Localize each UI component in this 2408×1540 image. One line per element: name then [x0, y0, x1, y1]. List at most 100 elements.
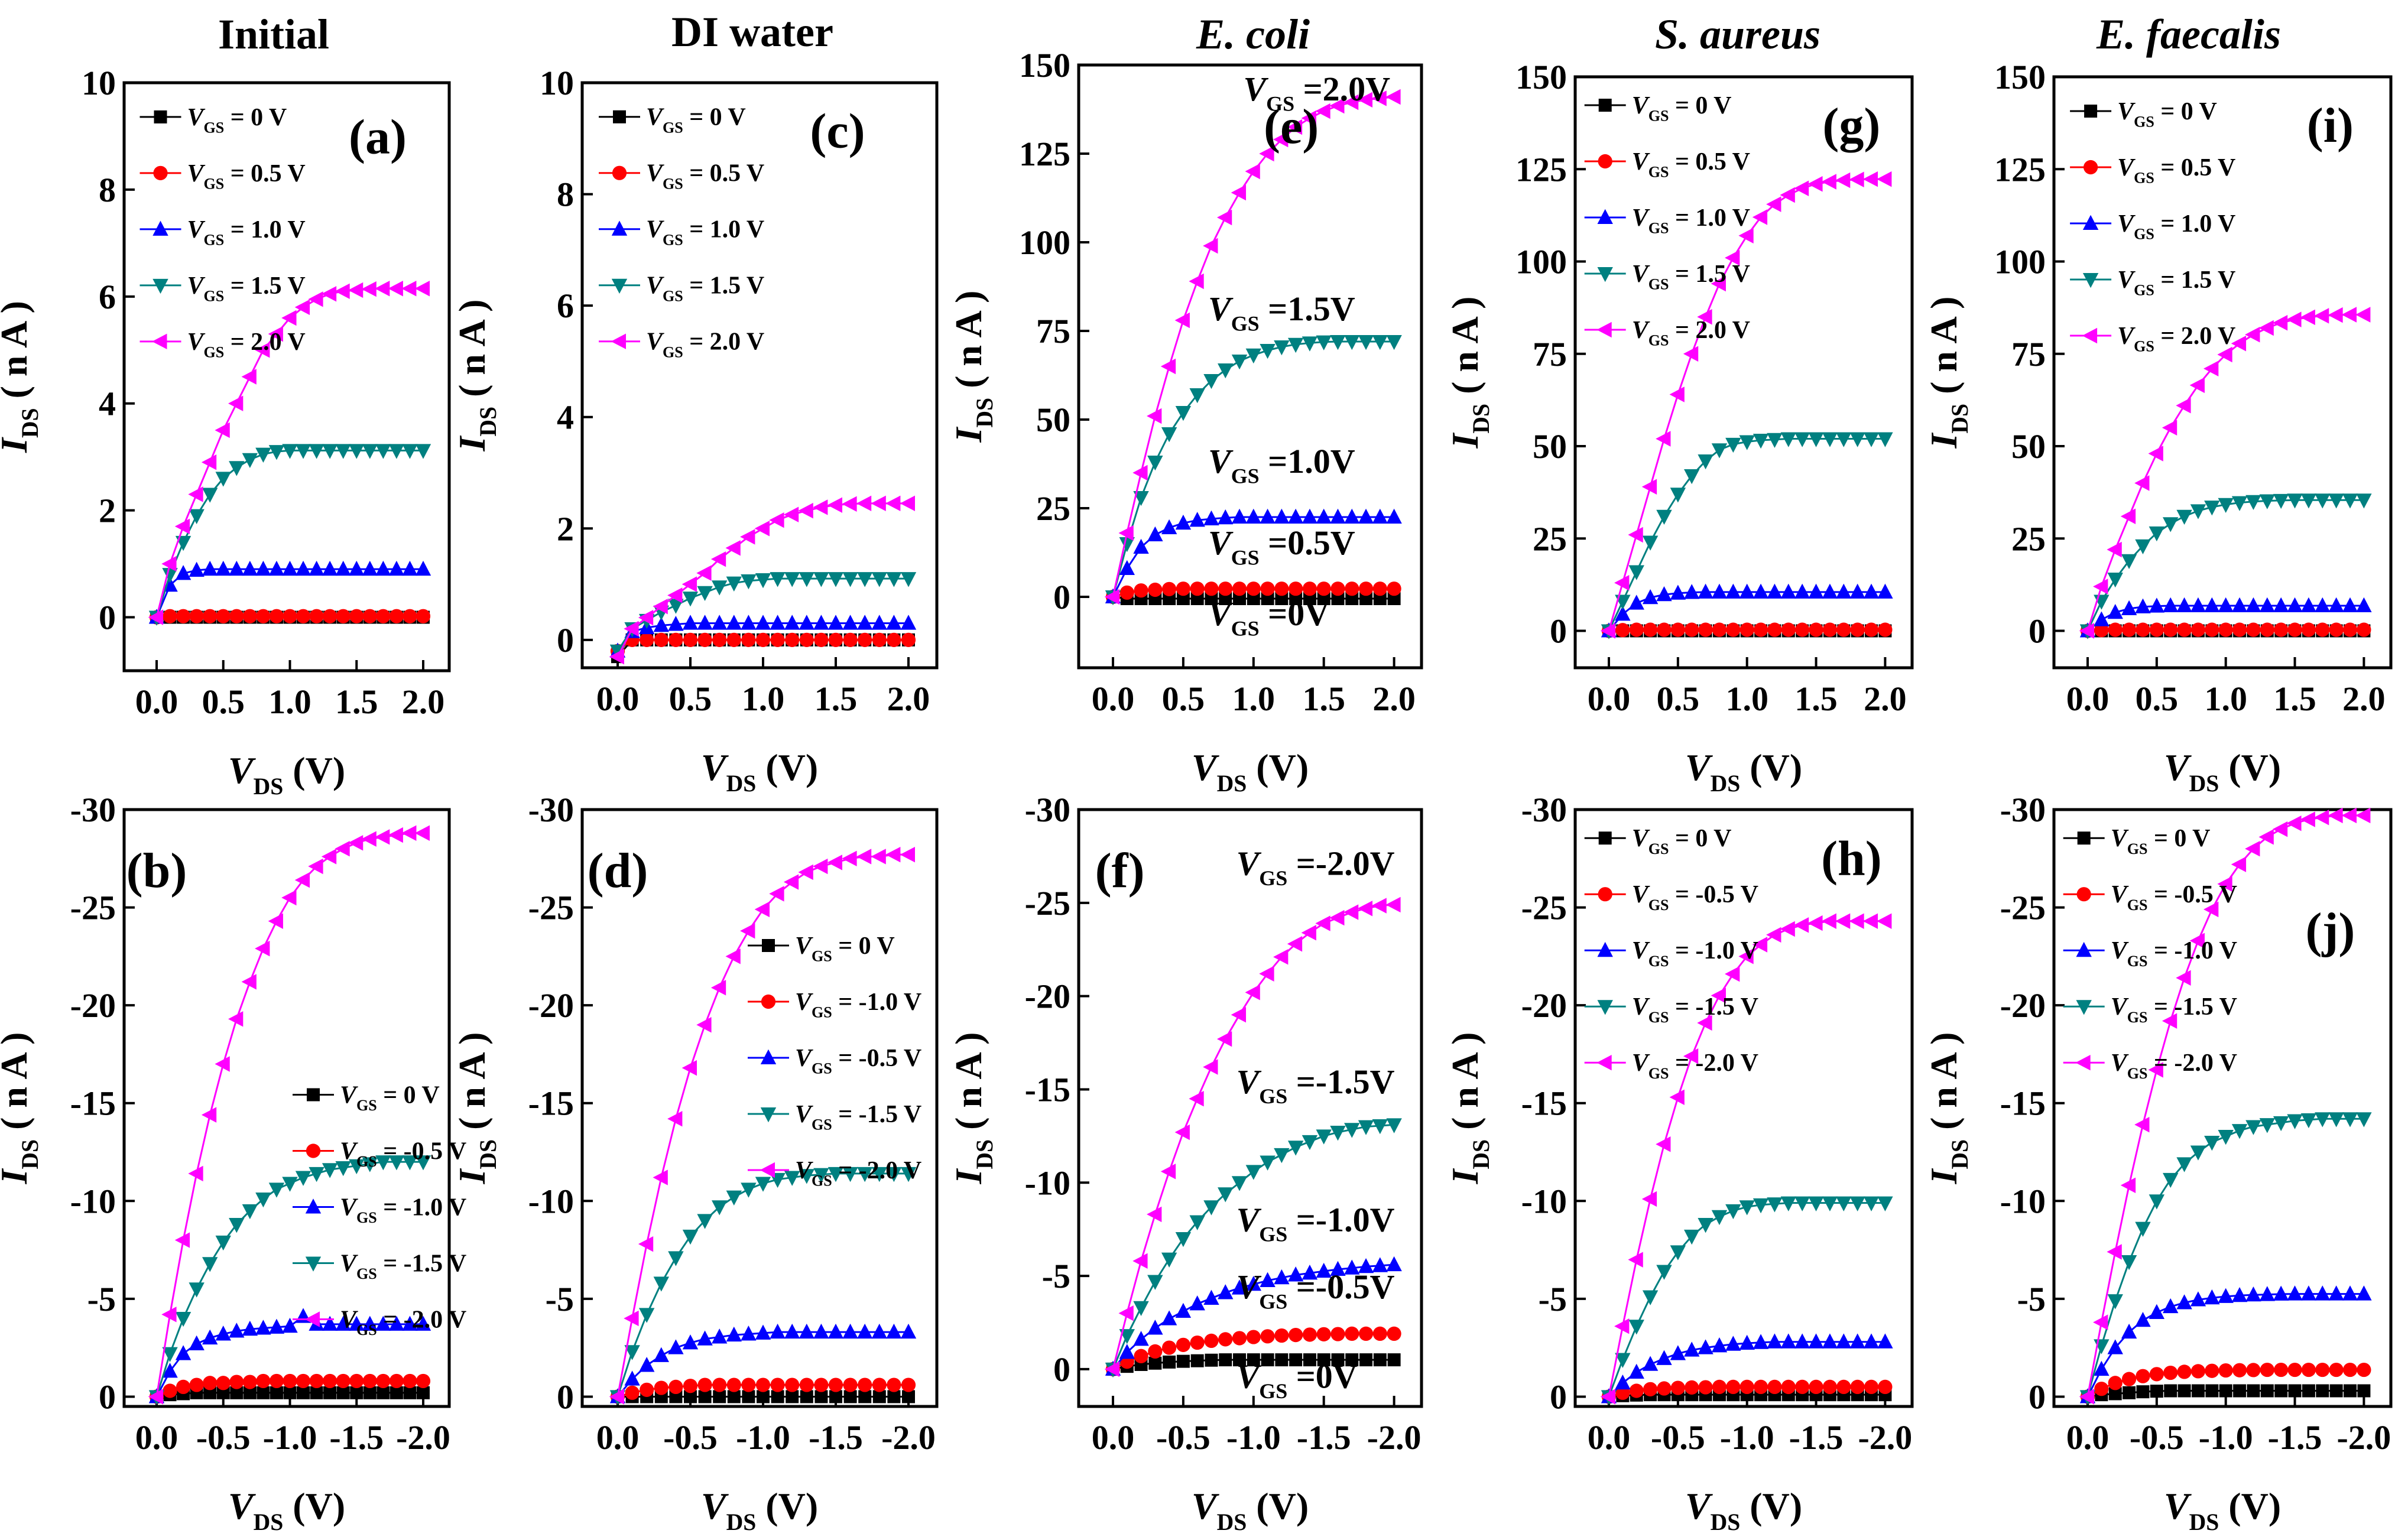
data-point — [638, 609, 654, 626]
data-point — [1793, 917, 1809, 933]
panel-label: (j) — [2305, 903, 2355, 958]
data-point — [401, 825, 417, 841]
data-point — [1331, 592, 1345, 605]
data-point — [2107, 1244, 2122, 1260]
x-axis-label: VDS (V) — [1192, 746, 1309, 797]
x-tick-label: 2.0 — [1864, 680, 1907, 718]
x-tick-label: 1.0 — [2204, 680, 2247, 718]
y-tick-label: 0 — [1053, 1350, 1070, 1389]
data-point — [403, 609, 417, 623]
data-point — [2134, 1116, 2150, 1133]
data-point — [1685, 1380, 1699, 1395]
data-point — [1162, 1340, 1177, 1355]
data-point — [2136, 1385, 2150, 1399]
data-point — [1712, 622, 1727, 637]
data-point — [1387, 592, 1401, 605]
data-point — [814, 632, 829, 647]
data-point — [654, 1380, 668, 1395]
data-point — [1232, 1331, 1247, 1346]
data-point — [1615, 1353, 1631, 1368]
data-point — [242, 609, 257, 623]
data-point — [2300, 493, 2317, 509]
data-point — [1160, 1164, 1176, 1180]
legend-label: VGS = 0 V — [1632, 92, 1732, 125]
data-point — [1344, 1123, 1360, 1138]
data-point — [2094, 623, 2109, 638]
data-point — [2205, 622, 2219, 637]
data-point — [2245, 495, 2261, 511]
series-line — [155, 449, 423, 618]
data-point — [2342, 1362, 2358, 1377]
y-tick-label: 4 — [557, 398, 574, 437]
data-point — [2287, 1362, 2302, 1377]
data-point — [2121, 554, 2137, 570]
data-point — [668, 1339, 684, 1354]
data-point — [216, 1376, 231, 1390]
data-point — [2272, 315, 2288, 331]
data-point — [856, 849, 872, 865]
y-axis-label: IDS ( n A ) — [1923, 1032, 1973, 1185]
data-point — [2357, 1362, 2371, 1377]
data-point — [1697, 309, 1712, 325]
data-point — [2079, 1389, 2094, 1405]
data-point — [268, 1182, 285, 1198]
data-point — [322, 560, 338, 576]
data-point — [611, 333, 626, 349]
x-tick-label: -1.0 — [2199, 1418, 2253, 1457]
data-point — [2342, 1112, 2358, 1128]
data-point — [1373, 592, 1387, 605]
data-point — [268, 326, 283, 342]
data-point — [202, 560, 218, 576]
y-tick-label: -10 — [1521, 1182, 1567, 1220]
data-point — [415, 1315, 431, 1331]
data-point — [813, 572, 829, 587]
data-point — [799, 615, 814, 630]
legend-label: VGS = 0 V — [187, 104, 287, 137]
data-point — [1739, 435, 1755, 450]
data-point — [827, 1167, 844, 1182]
data-point — [1301, 925, 1316, 941]
data-point — [2259, 597, 2276, 612]
data-point — [2287, 597, 2303, 612]
data-point — [1767, 1379, 1782, 1394]
data-point — [1218, 1332, 1233, 1347]
chart-panel: 0.0 -0.5 -1.0 -1.5 -2.0 0 -5 -10 -15 -20 -25 -30 VDS… — [1444, 791, 1914, 1535]
data-point — [2136, 1369, 2150, 1383]
data-point — [2204, 597, 2220, 612]
data-point — [1302, 508, 1318, 524]
data-point — [668, 632, 683, 647]
plot-frame — [580, 81, 939, 670]
data-point — [1330, 1260, 1346, 1276]
data-point — [858, 1390, 872, 1403]
y-axis-label: IDS ( n A ) — [947, 1032, 998, 1185]
data-point — [1174, 312, 1190, 329]
data-point — [1345, 1326, 1359, 1341]
data-point — [414, 281, 430, 297]
series-line — [2086, 314, 2364, 631]
data-point — [871, 1167, 887, 1182]
data-point — [1133, 491, 1149, 506]
data-point — [611, 278, 628, 294]
data-point — [1877, 913, 1892, 929]
x-tick-label: -1.0 — [263, 1418, 317, 1457]
data-point — [241, 974, 257, 990]
x-axis-label: VDS (V) — [1192, 1485, 1309, 1535]
y-tick-label: 75 — [1036, 312, 1070, 350]
data-point — [388, 827, 403, 843]
y-tick-label: 50 — [2011, 427, 2046, 466]
data-point — [153, 165, 168, 180]
data-point — [1246, 581, 1261, 596]
data-point — [1163, 1355, 1176, 1369]
series-line — [1608, 920, 1885, 1397]
data-point — [653, 617, 669, 632]
data-point — [741, 1377, 756, 1392]
data-point — [1656, 509, 1672, 525]
legend-label: VGS = -1.0 V — [340, 1194, 466, 1227]
data-point — [1596, 1055, 1612, 1071]
data-point — [827, 615, 844, 630]
data-point — [1628, 594, 1644, 610]
data-point — [229, 461, 245, 476]
data-point — [1614, 575, 1630, 591]
x-tick-label: -1.0 — [1226, 1418, 1281, 1457]
data-point — [2093, 579, 2108, 594]
